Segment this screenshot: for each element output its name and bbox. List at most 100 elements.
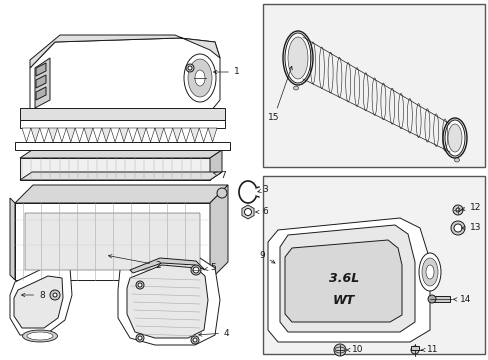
Circle shape xyxy=(410,346,418,354)
Polygon shape xyxy=(75,128,84,142)
Polygon shape xyxy=(128,128,137,142)
Polygon shape xyxy=(93,128,102,142)
Circle shape xyxy=(217,188,226,198)
Polygon shape xyxy=(209,150,222,180)
Polygon shape xyxy=(15,185,227,203)
Bar xyxy=(263,176,484,354)
Circle shape xyxy=(138,336,142,340)
Text: 4: 4 xyxy=(198,328,229,338)
Ellipse shape xyxy=(453,224,461,232)
Polygon shape xyxy=(208,128,217,142)
Text: 2: 2 xyxy=(108,255,160,270)
Polygon shape xyxy=(110,128,119,142)
Polygon shape xyxy=(30,35,220,68)
Circle shape xyxy=(187,66,192,70)
Ellipse shape xyxy=(444,120,464,156)
Ellipse shape xyxy=(425,265,433,279)
Text: 7: 7 xyxy=(213,171,225,180)
Circle shape xyxy=(193,338,197,342)
Polygon shape xyxy=(15,142,229,150)
Text: 3.6L: 3.6L xyxy=(328,271,358,284)
Polygon shape xyxy=(20,172,222,180)
Polygon shape xyxy=(57,128,66,142)
Circle shape xyxy=(53,293,57,297)
Ellipse shape xyxy=(195,70,204,86)
Ellipse shape xyxy=(187,59,212,97)
Polygon shape xyxy=(36,87,46,100)
Polygon shape xyxy=(25,213,200,270)
Polygon shape xyxy=(118,255,220,345)
Polygon shape xyxy=(40,128,48,142)
Ellipse shape xyxy=(293,86,298,90)
Polygon shape xyxy=(209,185,227,280)
Polygon shape xyxy=(280,225,414,332)
Polygon shape xyxy=(10,198,15,280)
Polygon shape xyxy=(127,265,207,338)
Circle shape xyxy=(427,295,435,303)
Polygon shape xyxy=(130,258,204,273)
Polygon shape xyxy=(267,218,429,342)
Polygon shape xyxy=(48,128,57,142)
Polygon shape xyxy=(172,128,181,142)
Polygon shape xyxy=(22,128,31,142)
Text: 15: 15 xyxy=(267,66,292,122)
Polygon shape xyxy=(181,128,190,142)
Text: 5: 5 xyxy=(204,264,215,273)
Circle shape xyxy=(136,281,143,289)
Text: 13: 13 xyxy=(461,224,481,233)
Bar xyxy=(410,346,418,350)
Text: 12: 12 xyxy=(461,202,480,211)
Circle shape xyxy=(136,334,143,342)
Ellipse shape xyxy=(27,332,53,340)
Polygon shape xyxy=(155,128,163,142)
Circle shape xyxy=(244,208,251,216)
Polygon shape xyxy=(199,128,208,142)
Polygon shape xyxy=(84,128,93,142)
Circle shape xyxy=(193,267,199,273)
Polygon shape xyxy=(285,240,401,322)
Polygon shape xyxy=(36,63,46,76)
Polygon shape xyxy=(66,128,75,142)
Polygon shape xyxy=(20,108,224,120)
Ellipse shape xyxy=(22,330,58,342)
Circle shape xyxy=(185,64,194,72)
Text: 3: 3 xyxy=(257,185,267,194)
Ellipse shape xyxy=(421,258,437,286)
Circle shape xyxy=(452,205,462,215)
Polygon shape xyxy=(31,128,40,142)
Circle shape xyxy=(50,290,60,300)
Ellipse shape xyxy=(183,54,216,102)
Ellipse shape xyxy=(447,124,461,152)
Circle shape xyxy=(455,208,459,212)
Ellipse shape xyxy=(418,253,440,291)
Polygon shape xyxy=(190,128,199,142)
Text: 8: 8 xyxy=(21,291,45,300)
Text: 6: 6 xyxy=(255,207,267,216)
Ellipse shape xyxy=(453,158,459,162)
Polygon shape xyxy=(35,58,50,108)
Ellipse shape xyxy=(450,221,464,235)
Text: 1: 1 xyxy=(213,68,239,77)
Text: 10: 10 xyxy=(346,346,363,355)
Polygon shape xyxy=(20,158,209,180)
Circle shape xyxy=(191,265,201,275)
Polygon shape xyxy=(146,128,155,142)
Circle shape xyxy=(333,344,346,356)
Bar xyxy=(431,296,449,302)
Bar xyxy=(263,4,484,167)
Text: 14: 14 xyxy=(453,296,470,305)
Text: WT: WT xyxy=(332,293,354,306)
Polygon shape xyxy=(14,276,63,328)
Ellipse shape xyxy=(285,33,310,83)
Polygon shape xyxy=(102,128,110,142)
Polygon shape xyxy=(20,120,224,128)
Text: 9: 9 xyxy=(259,251,274,263)
Polygon shape xyxy=(163,128,172,142)
Circle shape xyxy=(191,336,199,344)
Circle shape xyxy=(138,283,142,287)
Polygon shape xyxy=(20,150,222,158)
Polygon shape xyxy=(30,38,220,112)
Polygon shape xyxy=(119,128,128,142)
Ellipse shape xyxy=(287,37,307,79)
Polygon shape xyxy=(15,203,209,280)
